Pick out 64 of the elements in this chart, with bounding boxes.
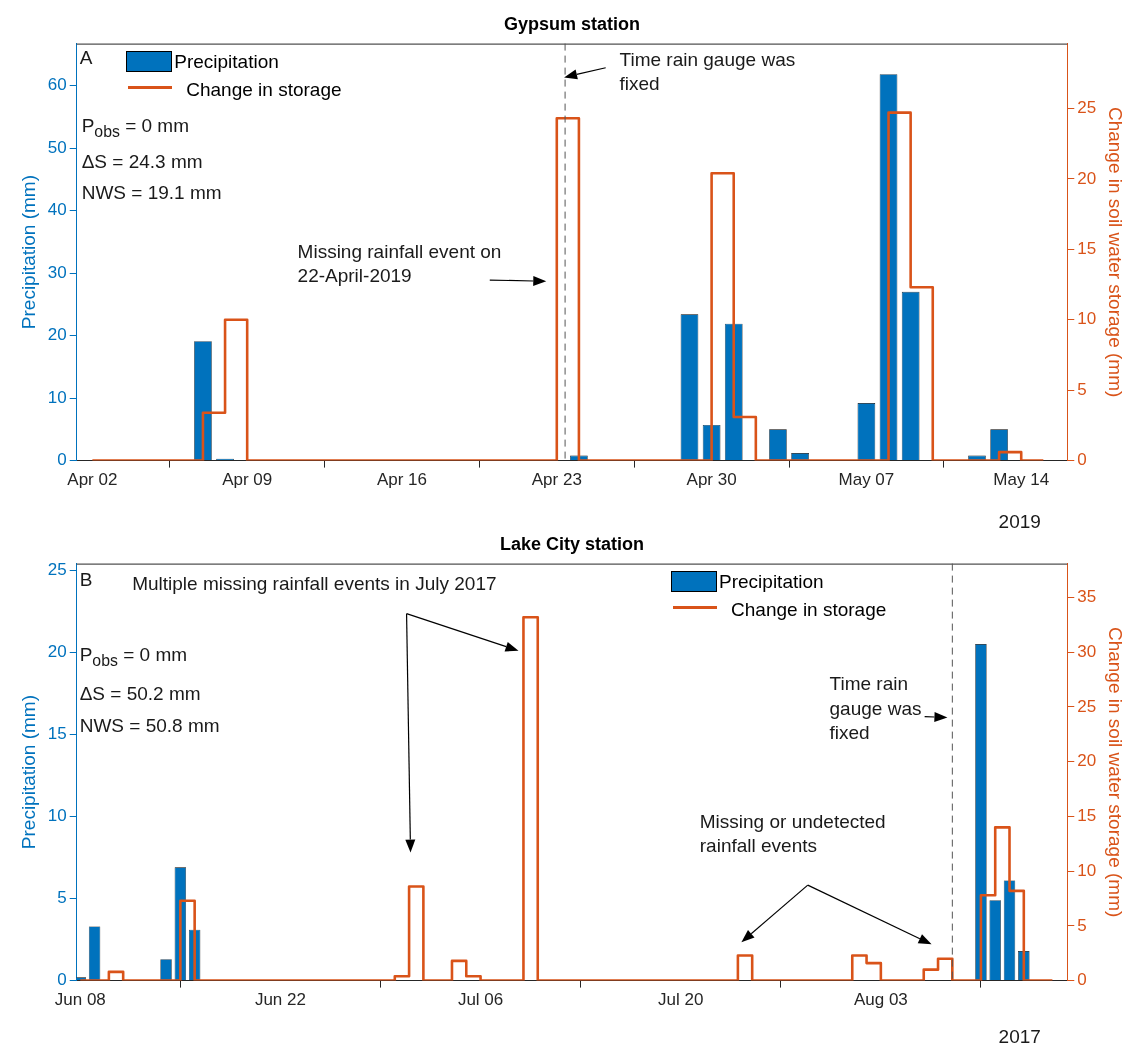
- ref-line-label: Time rain gauge was fixed: [829, 672, 923, 746]
- x-tick-label: Jun 08: [54, 990, 106, 1010]
- y-tick-label: 20: [47, 641, 67, 661]
- annotation: P$_{obs}$ = 0 mm: [81, 114, 190, 143]
- y-axis-title: Precipitation (mm): [17, 175, 39, 330]
- y2-tick-label: 35: [1077, 587, 1097, 607]
- y-tick-label: 0: [57, 970, 67, 990]
- y2-tick-label: 20: [1077, 751, 1097, 771]
- y-tick-label: 50: [47, 137, 67, 157]
- y-tick-label: 20: [47, 325, 67, 345]
- ref-line-label: Time rain gauge was fixed: [619, 47, 797, 97]
- chart-title: Lake City station: [499, 533, 645, 554]
- legend-label: Change in storage: [186, 78, 342, 101]
- annotation: ΔS = 50.2 mm: [79, 682, 201, 707]
- y-tick-label: 15: [47, 724, 67, 744]
- annotation: ΔS = 24.3 mm: [81, 149, 203, 174]
- legend-label: Precipitation: [174, 50, 279, 73]
- y2-tick-label: 25: [1077, 696, 1097, 716]
- y-tick-label: 40: [47, 200, 67, 220]
- y2-tick-label: 0: [1077, 450, 1087, 470]
- text: 2017: [998, 1025, 1041, 1049]
- y2-tick-label: 5: [1077, 379, 1087, 399]
- annotation: Missing rainfall event on 22-April-2019: [297, 239, 503, 289]
- chart-title: Gypsum station: [503, 13, 641, 34]
- x-tick-label: Apr 30: [686, 470, 737, 490]
- y-tick-label: 5: [57, 888, 67, 908]
- y-axis-title: Precipitation (mm): [17, 695, 39, 850]
- y-tick-label: 0: [57, 450, 67, 470]
- legend-label: Precipitation: [719, 570, 824, 593]
- y2-axis-title: Change in soil water storage (mm): [1105, 626, 1127, 918]
- y-tick-label: 30: [47, 262, 67, 282]
- y-tick-label: 25: [47, 559, 67, 579]
- y2-tick-label: 30: [1077, 641, 1097, 661]
- y2-tick-label: 5: [1077, 915, 1087, 935]
- x-tick-label: Jun 22: [254, 990, 306, 1010]
- y2-tick-label: 25: [1077, 98, 1097, 118]
- x-tick-label: Jul 20: [658, 990, 704, 1010]
- y2-tick-label: 10: [1077, 309, 1097, 329]
- legend-label: Change in storage: [731, 598, 887, 621]
- x-tick-label: May 14: [993, 470, 1050, 490]
- x-tick-label: May 07: [838, 470, 895, 490]
- y2-tick-label: 0: [1077, 970, 1087, 990]
- y2-tick-label: 15: [1077, 806, 1097, 826]
- x-tick-label: Apr 02: [67, 470, 118, 490]
- annotation: NWS = 19.1 mm: [81, 181, 222, 206]
- annotation: Multiple missing rainfall events in July 2017: [132, 571, 497, 596]
- y-tick-label: 10: [47, 806, 67, 826]
- annotation: NWS = 50.8 mm: [79, 713, 220, 738]
- annotation: B: [79, 567, 93, 592]
- y2-tick-label: 20: [1077, 168, 1097, 188]
- y2-axis-title: Change in soil water storage (mm): [1105, 106, 1127, 398]
- annotation: P$_{obs}$ = 0 mm: [79, 642, 188, 671]
- y-tick-label: 10: [47, 387, 67, 407]
- x-tick-label: Apr 23: [531, 470, 582, 490]
- x-tick-label: Jul 06: [457, 990, 504, 1010]
- x-tick-label: Apr 16: [376, 470, 428, 490]
- x-tick-label: Aug 03: [853, 990, 908, 1010]
- y2-tick-label: 15: [1077, 238, 1097, 258]
- text: 2019: [998, 509, 1041, 534]
- annotation: Missing or undetected rainfall events: [699, 809, 887, 859]
- x-tick-label: Apr 09: [222, 470, 273, 490]
- y2-tick-label: 10: [1077, 860, 1097, 880]
- annotation: A: [79, 45, 93, 70]
- y-tick-label: 60: [47, 75, 67, 95]
